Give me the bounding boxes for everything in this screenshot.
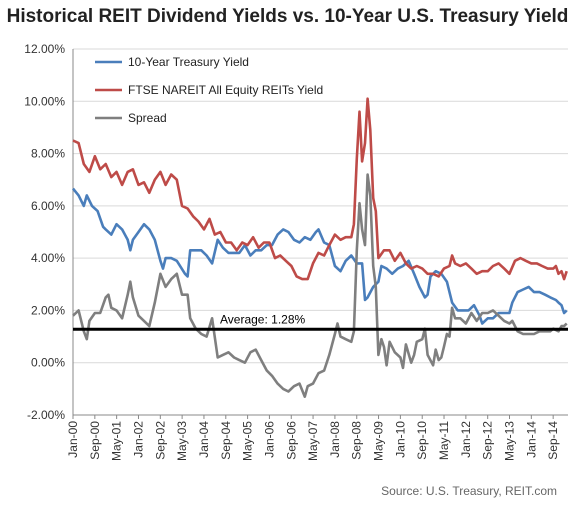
x-tick-label: Sep-06 bbox=[284, 421, 298, 460]
x-tick-label: May-03 bbox=[175, 421, 189, 461]
x-tick-label: May-05 bbox=[241, 421, 255, 461]
x-tick-label: Sep-08 bbox=[350, 421, 364, 460]
x-tick-labels: Jan-00 Sep-00 May-01 Jan-02 Sep-02 May-03 Jan-… bbox=[66, 421, 560, 461]
y-tick-label: 0.00% bbox=[31, 356, 65, 370]
x-tick-label: Sep-04 bbox=[219, 421, 233, 460]
x-tick-label: Jan-08 bbox=[328, 421, 342, 458]
x-tick-label: May-07 bbox=[306, 421, 320, 461]
x-tick-label: Jan-06 bbox=[262, 421, 276, 458]
x-tick-label: Sep-00 bbox=[88, 421, 102, 460]
x-tick-label: May-01 bbox=[110, 421, 124, 461]
x-tick-label: Jan-14 bbox=[524, 421, 538, 458]
x-tick-label: Sep-02 bbox=[153, 421, 167, 460]
axes bbox=[72, 49, 568, 419]
legend-label: 10-Year Treasury Yield bbox=[128, 55, 249, 69]
x-tick-label: Sep-10 bbox=[415, 421, 429, 460]
y-tick-label: 12.00% bbox=[24, 42, 65, 56]
x-tick-label: May-11 bbox=[437, 421, 451, 460]
average-group: Average: 1.28% bbox=[73, 312, 568, 331]
x-tick-label: May-09 bbox=[372, 421, 386, 461]
x-tick-label: Sep-14 bbox=[546, 421, 560, 460]
series-line-0 bbox=[71, 187, 568, 325]
y-tick-label: 10.00% bbox=[24, 94, 65, 108]
legend: 10-Year Treasury Yield FTSE NAREIT All Eq… bbox=[95, 55, 323, 125]
x-tick-label: Sep-12 bbox=[481, 421, 495, 460]
y-tick-label: 4.00% bbox=[31, 251, 65, 265]
x-tick-label: Jan-00 bbox=[66, 421, 80, 458]
y-tick-label: 2.00% bbox=[31, 303, 65, 317]
series-line-2 bbox=[72, 173, 568, 398]
x-tick-label: Jan-12 bbox=[459, 421, 473, 458]
y-tick-label: -2.00% bbox=[27, 408, 65, 422]
legend-label: FTSE NAREIT All Equity REITs Yield bbox=[128, 83, 323, 97]
legend-label: Spread bbox=[128, 111, 167, 125]
chart-title: Historical REIT Dividend Yields vs. 10-Y… bbox=[6, 6, 569, 27]
y-tick-label: 8.00% bbox=[31, 147, 65, 161]
average-label: Average: 1.28% bbox=[220, 312, 306, 326]
series-lines bbox=[71, 97, 568, 398]
y-tick-label: 6.00% bbox=[31, 199, 65, 213]
x-tick-label: Jan-04 bbox=[197, 421, 211, 458]
x-tick-label: May-13 bbox=[502, 421, 516, 461]
y-tick-labels: -2.00% 0.00% 2.00% 4.00% 6.00% 8.00% 10.00% 12.… bbox=[24, 42, 65, 422]
source-note: Source: U.S. Treasury, REIT.com bbox=[381, 484, 557, 498]
series-line-1 bbox=[72, 97, 568, 281]
x-tick-label: Jan-10 bbox=[393, 421, 407, 458]
x-tick-label: Jan-02 bbox=[131, 421, 145, 458]
